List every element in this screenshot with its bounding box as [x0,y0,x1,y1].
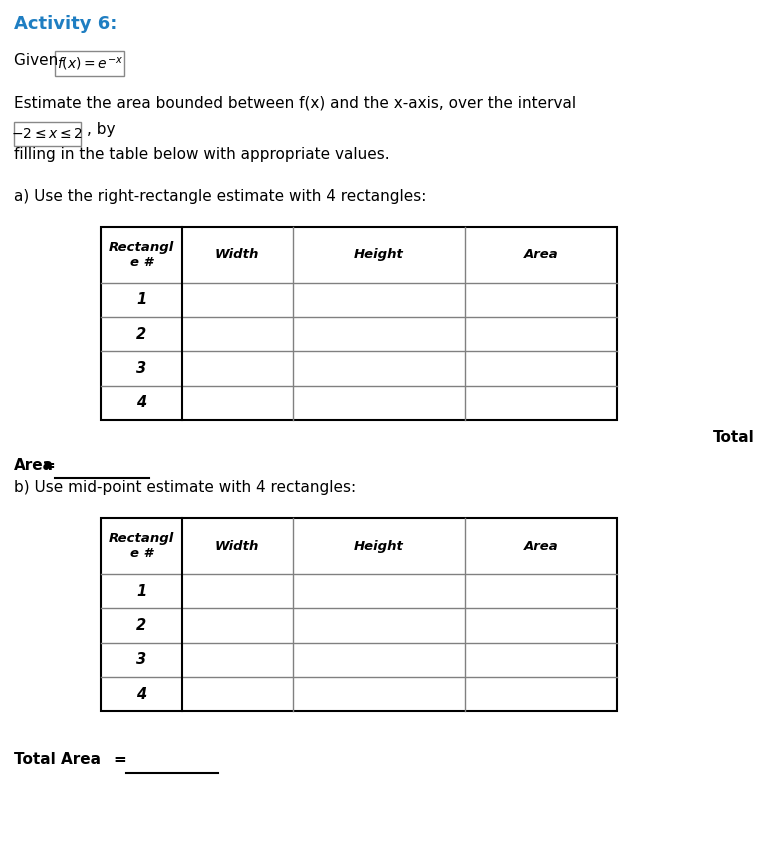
Text: 1: 1 [136,584,146,599]
Text: =: = [42,458,55,473]
Text: b) Use mid-point estimate with 4 rectangles:: b) Use mid-point estimate with 4 rectang… [14,480,356,495]
Text: Width: Width [215,249,259,261]
Text: Area: Area [523,540,558,553]
Text: Height: Height [354,249,404,261]
Text: Rectangl
e #: Rectangl e # [109,532,174,560]
Text: Estimate the area bounded between f(x) and the x-axis, over the interval: Estimate the area bounded between f(x) a… [14,96,576,111]
Text: $-2 \leq x \leq 2$: $-2 \leq x \leq 2$ [11,127,83,141]
Text: Area: Area [523,249,558,261]
Text: 4: 4 [136,686,146,702]
Text: 4: 4 [136,395,146,411]
Text: 2: 2 [136,327,146,342]
Text: =: = [113,752,126,768]
Bar [14,122,81,146]
Text: Area: Area [14,458,54,473]
Text: $f\left(x\right)=e^{-x}$: $f\left(x\right)=e^{-x}$ [57,55,123,72]
Text: Total: Total [712,430,755,446]
Text: filling in the table below with appropriate values.: filling in the table below with appropri… [14,147,389,163]
Text: Width: Width [215,540,259,553]
Text: 3: 3 [136,652,146,668]
Text: Height: Height [354,540,404,553]
Bar [101,227,617,420]
Text: a) Use the right-rectangle estimate with 4 rectangles:: a) Use the right-rectangle estimate with… [14,189,426,204]
Text: Rectangl
e #: Rectangl e # [109,241,174,269]
Bar [55,51,124,76]
Bar [101,518,617,711]
Text: 3: 3 [136,361,146,376]
Text: 1: 1 [136,292,146,308]
Text: Given: Given [14,53,63,69]
Text: , by: , by [87,122,116,137]
Text: Activity 6:: Activity 6: [14,15,117,33]
Text: Total Area: Total Area [14,752,101,768]
Text: 2: 2 [136,618,146,633]
